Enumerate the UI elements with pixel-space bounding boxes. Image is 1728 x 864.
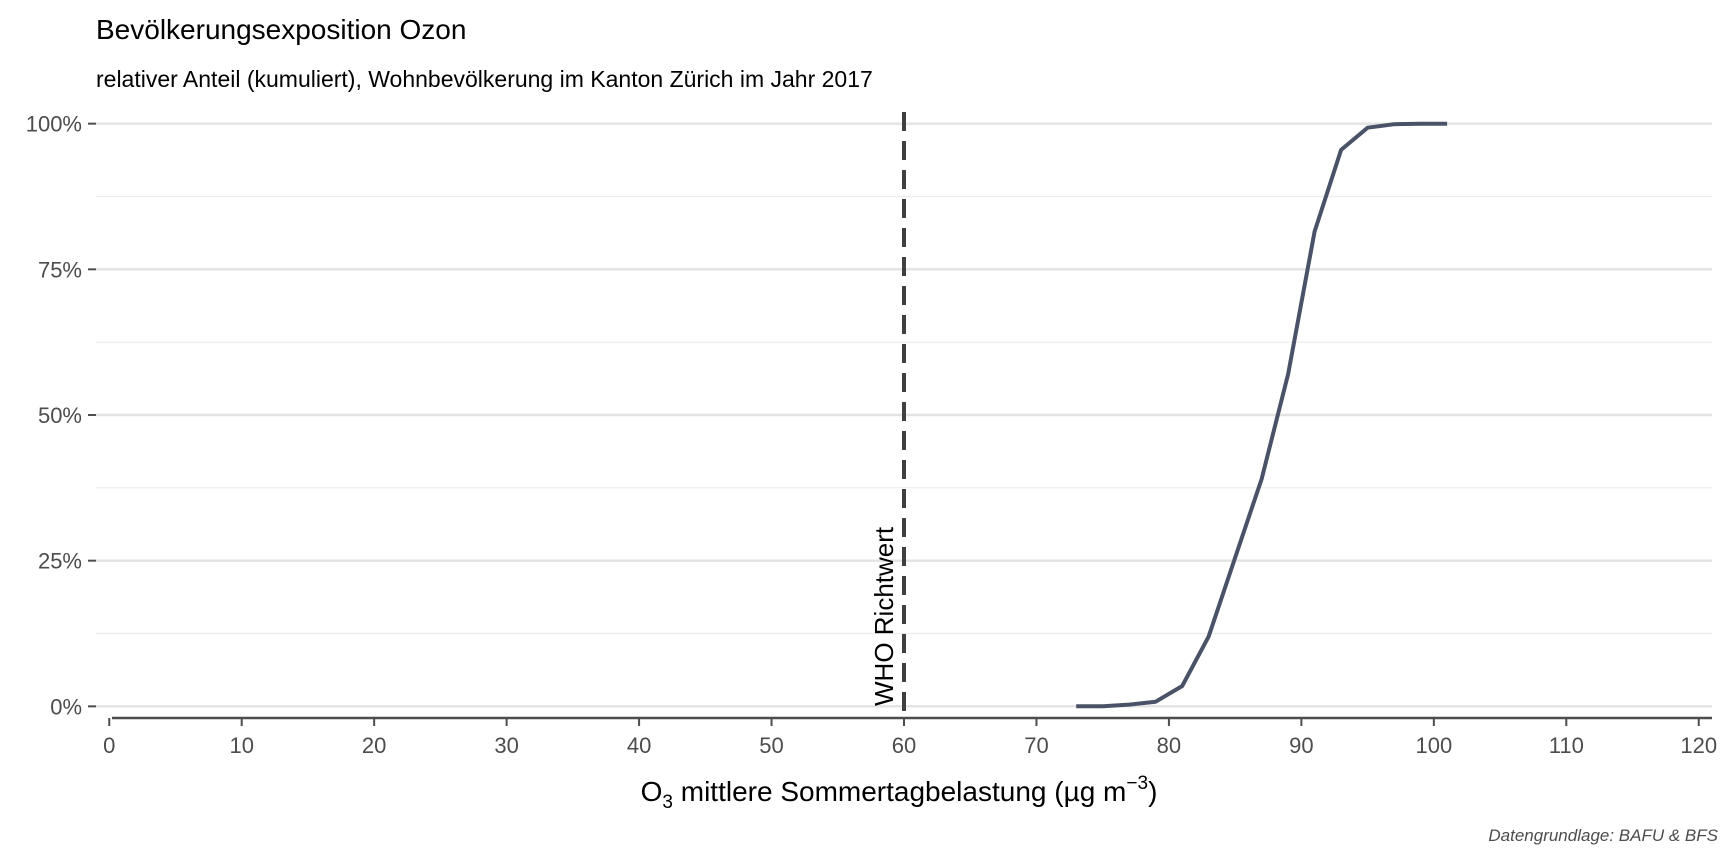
x-tick-label-1: 10	[229, 733, 253, 758]
x-tick-label-2: 20	[362, 733, 386, 758]
chart-title: Bevölkerungsexposition Ozon	[96, 14, 467, 45]
x-axis-ticks: 0 10 20 30 40 50 60 70 80 90 100 110 120	[103, 718, 1717, 758]
y-tick-label-2: 50%	[38, 403, 82, 428]
x-tick-label-9: 90	[1289, 733, 1313, 758]
x-tick-label-10: 100	[1415, 733, 1452, 758]
chart-caption: Datengrundlage: BAFU & BFS	[1488, 826, 1718, 845]
y-tick-label-1: 25%	[38, 549, 82, 574]
x-tick-label-5: 50	[759, 733, 783, 758]
x-axis-title-suffix: )	[1148, 776, 1157, 807]
x-axis-title-superscript: −3	[1126, 773, 1148, 794]
x-tick-label-3: 30	[494, 733, 518, 758]
x-tick-label-6: 60	[892, 733, 916, 758]
series-group	[1076, 121, 1448, 709]
x-axis-title-prefix: O	[641, 776, 663, 807]
y-axis-ticks: 0% 25% 50% 75% 100%	[26, 112, 96, 719]
reference-line-group: WHO Richtwert	[869, 112, 906, 718]
x-axis-title-main: mittlere Sommertagbelastung (µg m	[673, 776, 1126, 807]
who-reference-label: WHO Richtwert	[869, 526, 899, 706]
series-line-0	[1076, 121, 1448, 709]
x-tick-label-0: 0	[103, 733, 115, 758]
y-tick-label-0: 0%	[50, 694, 82, 719]
x-tick-label-7: 70	[1024, 733, 1048, 758]
chart-subtitle: relativer Anteil (kumuliert), Wohnbevölk…	[96, 66, 873, 92]
x-tick-label-11: 110	[1549, 733, 1584, 758]
x-axis-title: O3 mittlere Sommertagbelastung (µg m−3)	[641, 773, 1158, 813]
x-tick-label-8: 80	[1157, 733, 1181, 758]
x-tick-label-12: 120	[1680, 733, 1717, 758]
y-tick-label-4: 100%	[26, 112, 82, 137]
x-tick-label-4: 40	[627, 733, 651, 758]
y-tick-label-3: 75%	[38, 257, 82, 282]
x-axis-title-subscript: 3	[662, 792, 673, 813]
